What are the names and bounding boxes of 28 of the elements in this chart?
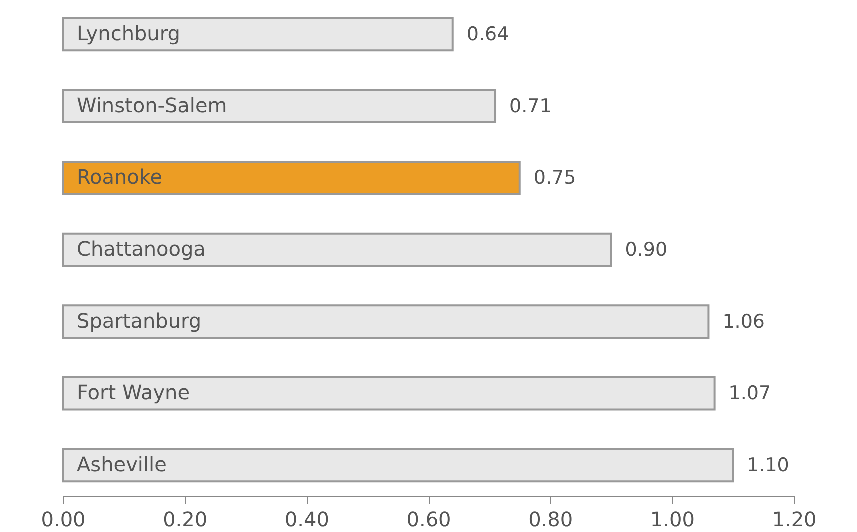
x-tick-label: 0.80 (528, 508, 574, 532)
x-tick-label: 0.40 (284, 508, 330, 532)
bar (62, 304, 710, 339)
bar (62, 89, 497, 124)
bar (62, 161, 521, 196)
x-tick-label: 1.20 (772, 508, 817, 532)
data-label: 1.10 (747, 454, 790, 476)
data-label: 1.06 (722, 310, 766, 333)
x-tick-label: 0.00 (41, 508, 86, 532)
x-tick-label: 0.60 (406, 508, 452, 532)
bar (62, 232, 612, 268)
data-label: 0.75 (534, 167, 576, 190)
y-tick-label: Fort Wayne (77, 380, 190, 405)
y-tick-label: Asheville (77, 452, 167, 476)
bar (62, 448, 734, 483)
data-label: 0.90 (625, 239, 668, 261)
bar (62, 376, 716, 411)
data-label: 1.07 (728, 382, 772, 405)
y-tick-label: Chattanooga (77, 237, 206, 261)
data-label: 0.64 (466, 24, 510, 46)
x-tick-label: 0.20 (163, 508, 208, 532)
y-tick-label: Winston-Salem (77, 93, 228, 118)
y-tick-label: Spartanburg (77, 308, 202, 333)
y-tick-label: Roanoke (77, 165, 163, 190)
data-label: 0.71 (510, 95, 552, 118)
bar (62, 17, 454, 52)
y-tick-label: Lynchburg (77, 22, 180, 46)
x-tick-label: 1.00 (650, 508, 695, 532)
